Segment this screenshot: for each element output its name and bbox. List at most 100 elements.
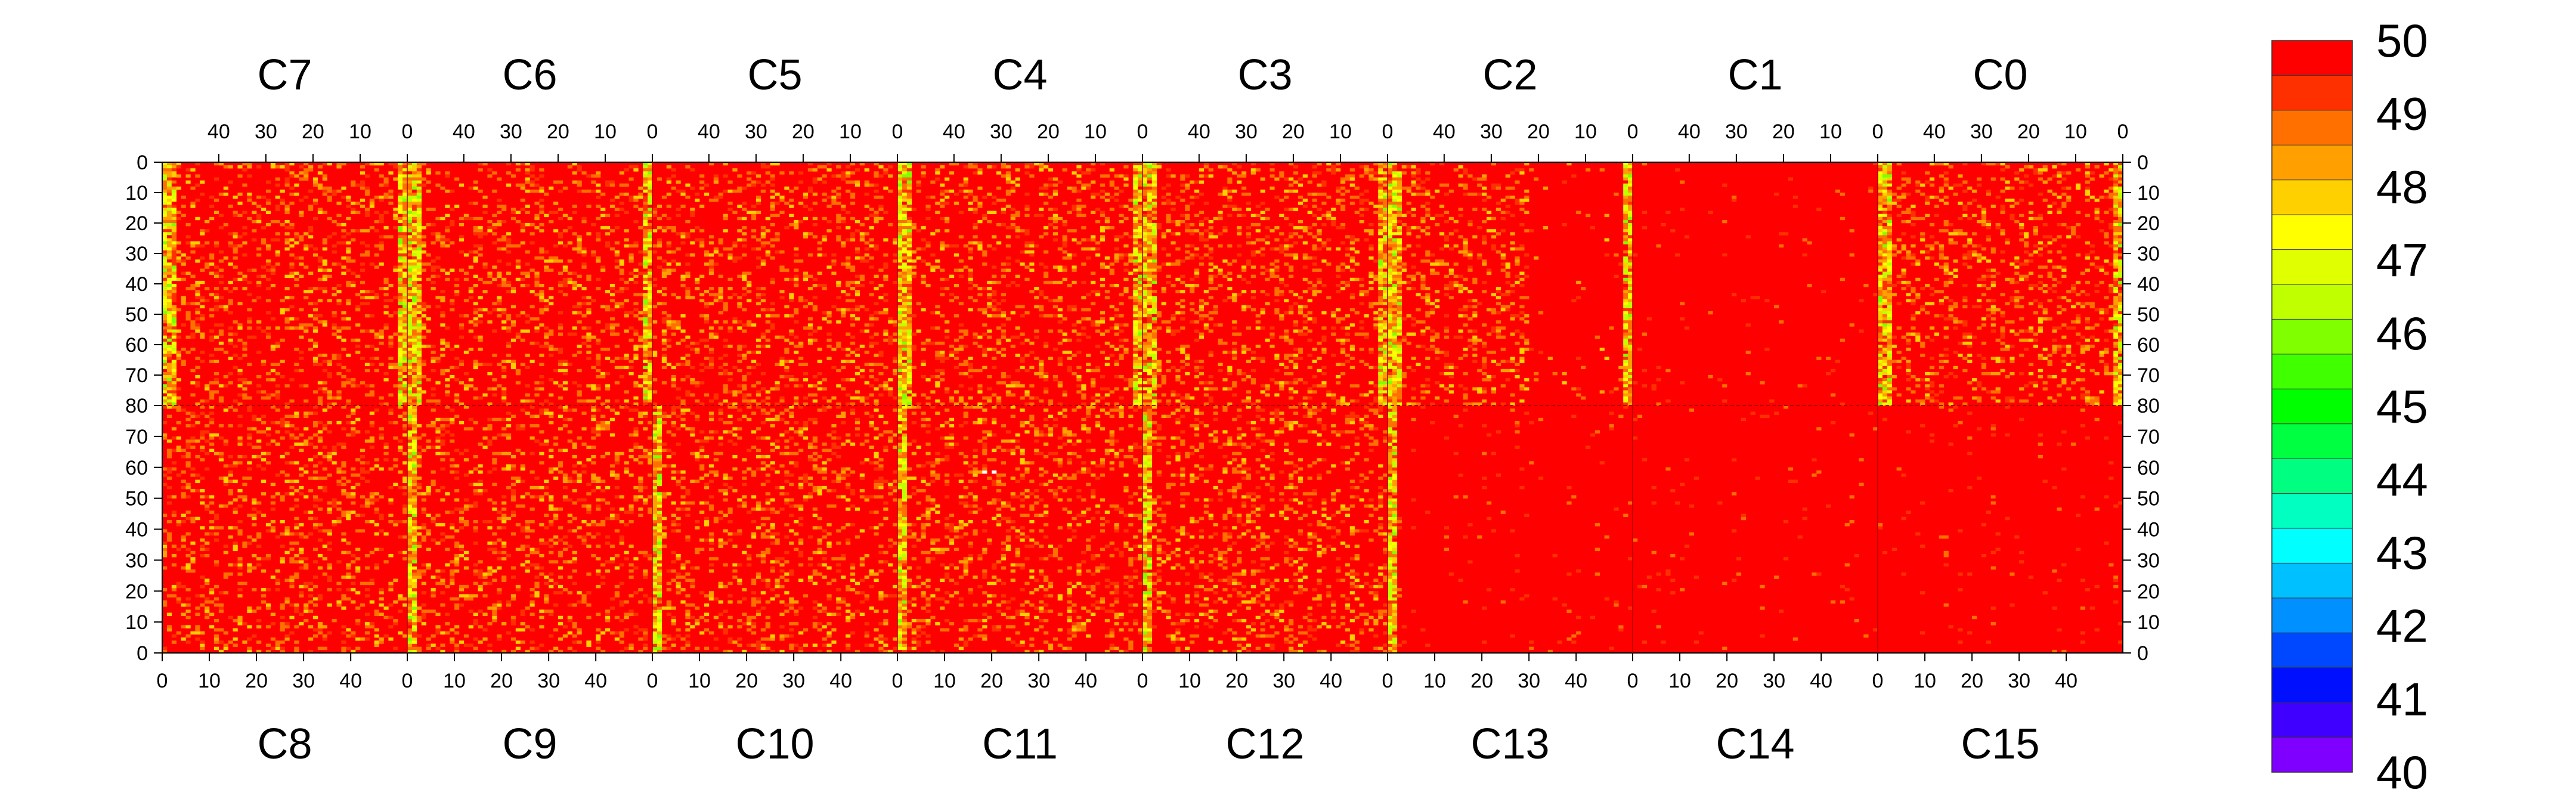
heatmap-cell <box>1133 250 1138 254</box>
heatmap-cell <box>1133 323 1138 327</box>
heatmap-cell <box>973 208 978 211</box>
heatmap-cell <box>958 183 964 187</box>
heatmap-cell <box>171 366 177 370</box>
heatmap-cell <box>1138 284 1143 287</box>
heatmap-cell <box>1151 396 1157 400</box>
heatmap-cell <box>317 314 323 318</box>
heatmap-cell <box>558 216 564 221</box>
heatmap-cell <box>407 277 413 281</box>
heatmap-cell <box>402 171 408 175</box>
heatmap-cell <box>534 317 540 321</box>
heatmap-cell <box>643 235 648 239</box>
heatmap-cell <box>666 326 671 330</box>
heatmap-cell <box>699 314 705 318</box>
heatmap-cell <box>364 174 370 178</box>
heatmap-cell <box>440 341 445 345</box>
heatmap-cell <box>713 335 719 339</box>
heatmap-cell <box>897 259 903 263</box>
heatmap-cell <box>166 226 172 230</box>
heatmap-cell <box>1143 402 1148 406</box>
heatmap-cell <box>577 369 582 373</box>
heatmap-cell <box>317 363 323 366</box>
heatmap-cell <box>1119 293 1124 296</box>
heatmap-cell <box>247 165 252 169</box>
heatmap-cell <box>1133 226 1138 230</box>
heatmap-cell <box>1138 244 1143 248</box>
heatmap-cell <box>854 284 860 287</box>
heatmap-cell <box>487 226 493 230</box>
heatmap-cell <box>431 393 436 397</box>
heatmap-cell <box>421 363 426 366</box>
heatmap-cell <box>308 235 314 239</box>
heatmap-cell <box>765 314 770 318</box>
heatmap-cell <box>1138 235 1143 239</box>
heatmap-cell <box>850 396 856 400</box>
heatmap-cell <box>247 293 252 296</box>
heatmap-cell <box>284 210 290 214</box>
heatmap-cell <box>661 311 667 315</box>
heatmap-cell <box>756 351 761 354</box>
heatmap-cell <box>1180 177 1185 181</box>
heatmap-cell <box>846 238 851 242</box>
heatmap-cell <box>341 375 346 379</box>
heatmap-cell <box>284 238 290 242</box>
heatmap-cell <box>996 381 1002 385</box>
heatmap-cell <box>911 345 917 348</box>
heatmap-cell <box>893 253 898 257</box>
heatmap-cell <box>336 223 342 227</box>
heatmap-cell <box>1072 265 1077 269</box>
heatmap-cell <box>411 332 417 336</box>
heatmap-cell <box>1109 268 1114 272</box>
heatmap-cell <box>902 168 908 172</box>
heatmap-cell <box>596 375 601 379</box>
heatmap-cell <box>723 216 728 221</box>
heatmap-cell <box>322 387 327 391</box>
heatmap-cell <box>1114 375 1119 379</box>
heatmap-cell <box>906 193 912 196</box>
heatmap-cell <box>506 271 512 275</box>
heatmap-cell <box>1138 174 1143 178</box>
heatmap-cell <box>789 378 794 382</box>
heatmap-cell <box>562 371 568 376</box>
heatmap-cell <box>973 226 978 230</box>
heatmap-cell <box>398 348 403 351</box>
heatmap-cell <box>973 369 978 373</box>
heatmap-cell <box>1039 165 1044 169</box>
heatmap-cell <box>562 360 568 363</box>
heatmap-cell <box>859 232 865 236</box>
heatmap-cell <box>280 165 285 169</box>
heatmap-cell <box>162 274 168 278</box>
heatmap-cell <box>407 205 413 208</box>
heatmap-cell <box>1180 299 1185 302</box>
heatmap-cell <box>760 259 766 263</box>
heatmap-cell <box>1161 196 1166 199</box>
heatmap-cell <box>897 371 903 376</box>
heatmap-cell <box>162 381 168 385</box>
heatmap-cell <box>252 229 257 233</box>
heatmap-cell <box>162 314 168 318</box>
heatmap-cell <box>374 357 379 360</box>
heatmap-cell <box>747 171 752 175</box>
heatmap-cell <box>1147 223 1153 227</box>
heatmap-cell <box>737 348 742 351</box>
heatmap-cell <box>605 241 611 244</box>
heatmap-cell <box>213 241 219 244</box>
heatmap-cell <box>869 369 874 373</box>
heatmap-cell <box>812 384 818 388</box>
heatmap-cell <box>581 335 587 339</box>
heatmap-cell <box>648 265 653 269</box>
heatmap-cell <box>945 390 950 394</box>
heatmap-cell <box>713 262 719 266</box>
heatmap-cell <box>850 171 856 175</box>
heatmap-cell <box>162 338 168 342</box>
heatmap-cell <box>648 193 653 196</box>
heatmap-cell <box>322 320 327 324</box>
heatmap-cell <box>558 348 564 351</box>
heatmap-cell <box>374 196 379 199</box>
heatmap-cell <box>162 396 168 400</box>
heatmap-cell <box>265 180 271 184</box>
heatmap-cell <box>341 311 346 315</box>
heatmap-cell <box>897 202 903 205</box>
heatmap-cell <box>411 171 417 175</box>
heatmap-cell <box>1039 363 1044 366</box>
